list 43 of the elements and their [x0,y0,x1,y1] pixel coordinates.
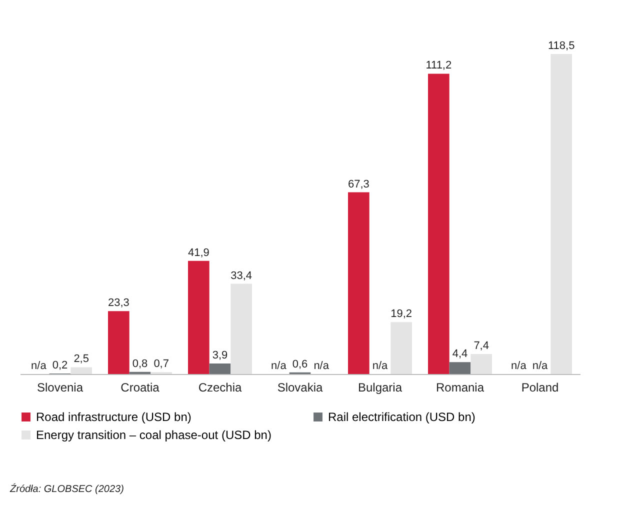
bar [108,311,130,374]
text: n/a [372,360,388,372]
x-tick-label: Czechia [198,380,242,394]
data-label: 2,5 [74,353,89,366]
text: n/a [314,360,329,372]
data-label: 0,2 [52,359,68,372]
x-tick-label: Slovakia [277,380,324,394]
bar [428,74,450,374]
data-label: 0,6 [292,358,308,370]
text: Źródła: GLOBSEC (2023) [10,484,124,495]
data-label: 23,3 [108,297,130,310]
data-label: 19,2 [390,308,412,320]
bar [550,54,572,374]
text: n/a [532,360,548,372]
bar [209,363,231,374]
data-label: 33,4 [230,270,252,282]
text: n/a [271,360,286,372]
legend-label: Energy transition – coal phase-out (USD bn) [36,428,272,442]
bar [470,354,492,374]
data-label: 118,5 [548,40,575,52]
data-label: 3,9 [212,349,228,362]
bar [348,192,370,374]
data-label: 7,4 [474,340,489,352]
bar [390,322,412,374]
data-label: 41,9 [188,246,210,259]
bar [449,362,471,374]
x-tick-label: Romania [436,380,484,394]
data-label: 4,4 [452,348,468,360]
x-tick-label: Bulgaria [358,380,402,394]
data-label: 67,3 [348,178,370,190]
data-label: 111,2 [426,60,452,72]
x-tick-label: Croatia [120,380,160,394]
bar [70,367,92,374]
legend-label: Rail electrification (USD bn) [328,410,476,424]
legend-label: Road infrastructure (USD bn) [36,410,192,424]
text: n/a [511,360,526,372]
data-label: 0,7 [154,358,169,370]
text: n/a [31,360,46,372]
x-tick-label: Poland [521,380,559,394]
data-label: 0,8 [132,358,148,370]
x-tick-label: Slovenia [36,380,84,394]
bar [230,284,252,374]
bar [188,260,210,374]
